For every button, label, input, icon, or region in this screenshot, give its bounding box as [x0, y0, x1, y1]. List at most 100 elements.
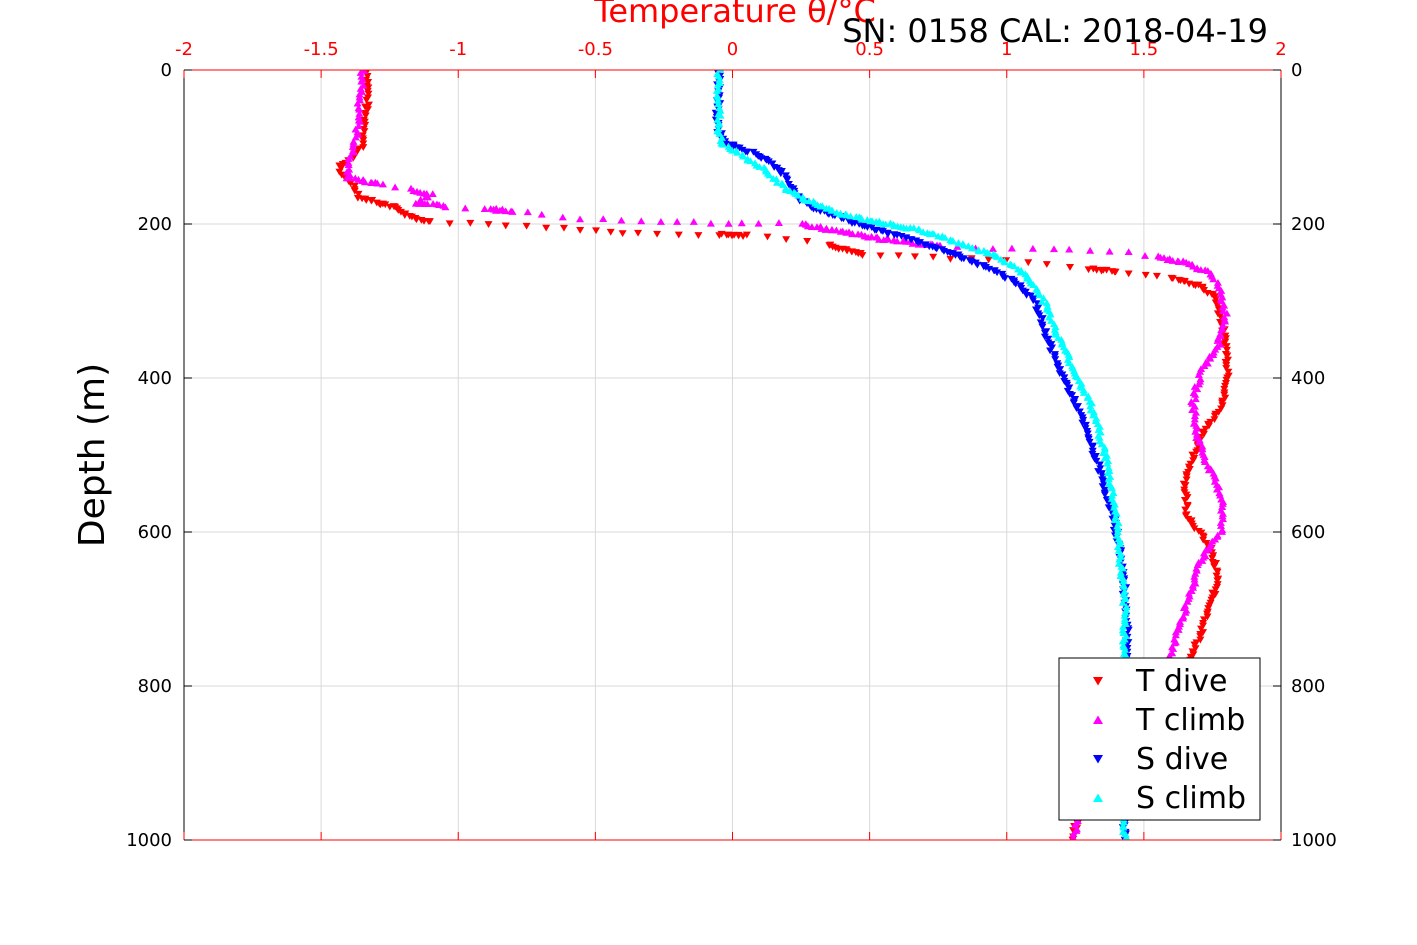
- data-point: [981, 264, 990, 271]
- data-point: [1119, 823, 1128, 831]
- data-point: [776, 170, 785, 178]
- data-point: [763, 233, 772, 241]
- data-point: [523, 208, 532, 216]
- data-point: [1028, 244, 1037, 252]
- data-point: [441, 203, 450, 211]
- data-point: [1104, 475, 1113, 483]
- data-point: [794, 191, 803, 199]
- legend: T dive T climb S dive S climb: [1058, 657, 1261, 821]
- data-point: [1181, 512, 1190, 520]
- data-point: [1195, 438, 1204, 446]
- data-point: [988, 245, 997, 252]
- data-point: [1000, 258, 1009, 266]
- data-point: [354, 122, 363, 129]
- data-point: [1192, 422, 1201, 429]
- data-point: [714, 100, 723, 108]
- data-point: [606, 228, 615, 236]
- data-point: [542, 224, 551, 232]
- data-point: [1199, 553, 1208, 561]
- data-point: [1109, 503, 1118, 511]
- data-point: [739, 152, 748, 160]
- data-point: [785, 187, 794, 194]
- data-point: [1204, 605, 1213, 612]
- data-point: [1210, 412, 1219, 420]
- data-point: [1070, 836, 1075, 840]
- data-point: [909, 224, 918, 232]
- data-point: [348, 143, 357, 150]
- data-point: [1199, 616, 1208, 624]
- data-point: [742, 231, 751, 239]
- data-point: [361, 112, 370, 120]
- data-point: [1088, 450, 1097, 458]
- data-point: [1222, 343, 1231, 350]
- data-point: [1168, 257, 1177, 264]
- y-tick-label-right: 0: [1291, 60, 1302, 81]
- data-point: [1195, 380, 1204, 388]
- data-point: [558, 213, 567, 221]
- data-point: [461, 204, 470, 212]
- x-tick-label: 2: [1275, 39, 1286, 60]
- data-point: [1092, 457, 1101, 465]
- data-point: [617, 216, 626, 224]
- data-point: [1046, 347, 1055, 355]
- data-point: [421, 193, 430, 201]
- data-point: [1078, 419, 1087, 427]
- data-point: [337, 164, 346, 172]
- data-point: [716, 111, 725, 119]
- data-point: [367, 197, 376, 205]
- data-point: [1181, 506, 1190, 514]
- data-point: [1189, 457, 1198, 465]
- x-tick-label: 1: [1001, 39, 1012, 60]
- data-point: [1190, 575, 1199, 583]
- data-point: [803, 237, 812, 245]
- chart-title: Temperature θ/°C: [593, 0, 876, 30]
- data-point: [344, 155, 353, 162]
- data-point: [1174, 622, 1183, 630]
- data-point: [973, 261, 982, 269]
- data-point: [618, 230, 627, 238]
- data-point: [428, 190, 437, 197]
- data-point: [1089, 408, 1098, 416]
- data-point: [821, 226, 830, 233]
- data-point: [1222, 365, 1231, 372]
- data-point: [508, 208, 517, 215]
- data-point: [1035, 291, 1044, 299]
- data-point: [724, 219, 733, 227]
- data-point: [1217, 287, 1226, 294]
- data-point: [425, 218, 434, 226]
- data-point: [637, 217, 646, 225]
- data-point: [1085, 438, 1094, 446]
- data-point: [768, 160, 777, 168]
- data-point: [356, 117, 365, 125]
- y-tick-label-right: 1000: [1291, 830, 1337, 851]
- data-point: [1038, 315, 1047, 322]
- data-point: [1111, 513, 1120, 521]
- data-point: [1218, 512, 1227, 520]
- data-point: [1024, 259, 1033, 267]
- data-point: [1121, 830, 1130, 838]
- data-point: [1213, 337, 1222, 344]
- data-point: [346, 174, 355, 182]
- data-point: [1213, 568, 1222, 576]
- data-point: [894, 252, 903, 260]
- data-point: [1193, 385, 1202, 393]
- data-point: [846, 212, 855, 220]
- data-point: [1121, 645, 1130, 653]
- x-tick-label: -0.5: [578, 39, 613, 60]
- data-point: [355, 105, 364, 113]
- data-point: [373, 179, 382, 187]
- data-point: [355, 109, 364, 117]
- data-point: [1056, 366, 1065, 373]
- data-point: [1220, 385, 1229, 393]
- data-point: [772, 175, 781, 183]
- data-point: [466, 219, 475, 227]
- data-point: [1181, 482, 1190, 489]
- data-point: [1198, 445, 1207, 453]
- data-point: [363, 72, 372, 80]
- data-point: [1060, 374, 1069, 382]
- data-point: [946, 255, 955, 263]
- y-axis-label: Depth (m): [72, 363, 113, 547]
- data-point: [1124, 248, 1133, 256]
- data-point: [746, 157, 755, 165]
- data-point: [716, 70, 725, 73]
